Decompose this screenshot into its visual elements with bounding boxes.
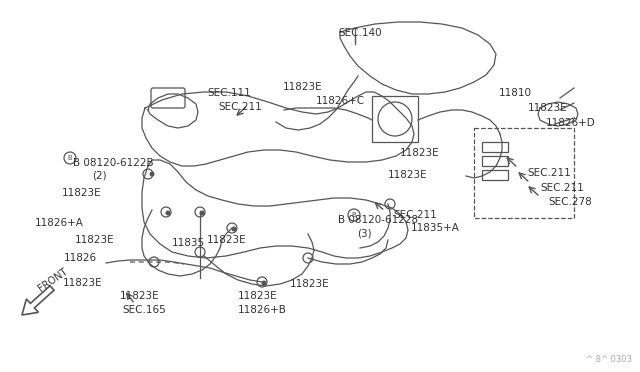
Circle shape xyxy=(150,171,154,176)
Text: 11835: 11835 xyxy=(172,238,205,248)
Circle shape xyxy=(200,211,205,215)
FancyBboxPatch shape xyxy=(482,156,508,166)
Text: 11823E: 11823E xyxy=(238,291,278,301)
Text: ^ 8^ 0303: ^ 8^ 0303 xyxy=(586,355,632,364)
Bar xyxy=(474,128,574,218)
Circle shape xyxy=(232,227,237,231)
Text: B: B xyxy=(68,155,72,161)
Text: FRONT: FRONT xyxy=(36,266,69,294)
Circle shape xyxy=(262,280,266,285)
Text: (3): (3) xyxy=(357,229,372,239)
Text: 11823E: 11823E xyxy=(528,103,568,113)
Text: 11823E: 11823E xyxy=(283,82,323,92)
Text: 11823E: 11823E xyxy=(75,235,115,245)
FancyBboxPatch shape xyxy=(482,170,508,180)
Text: SEC.211: SEC.211 xyxy=(393,210,436,220)
Text: 11810: 11810 xyxy=(499,88,532,98)
Text: 11823E: 11823E xyxy=(63,278,102,288)
Text: 11826+A: 11826+A xyxy=(35,218,84,228)
Text: 11823E: 11823E xyxy=(388,170,428,180)
Text: SEC.165: SEC.165 xyxy=(122,305,166,315)
FancyBboxPatch shape xyxy=(151,88,185,108)
Circle shape xyxy=(166,211,170,215)
Text: SEC.278: SEC.278 xyxy=(548,197,592,207)
Text: B: B xyxy=(351,212,356,218)
Text: 11823E: 11823E xyxy=(400,148,440,158)
Text: 11826+B: 11826+B xyxy=(238,305,287,315)
Text: 11823E: 11823E xyxy=(290,279,330,289)
Text: B 08120-61228: B 08120-61228 xyxy=(338,215,418,225)
Text: SEC.111: SEC.111 xyxy=(207,88,251,98)
Text: 11826+D: 11826+D xyxy=(546,118,596,128)
Text: 11835+A: 11835+A xyxy=(411,223,460,233)
FancyBboxPatch shape xyxy=(482,142,508,152)
Text: 11823E: 11823E xyxy=(62,188,102,198)
Text: B 08120-6122B: B 08120-6122B xyxy=(73,158,154,168)
Text: SEC.211: SEC.211 xyxy=(540,183,584,193)
Text: (2): (2) xyxy=(92,171,107,181)
Text: SEC.211: SEC.211 xyxy=(218,102,262,112)
Text: SEC.140: SEC.140 xyxy=(338,28,381,38)
Text: SEC.211: SEC.211 xyxy=(527,168,571,178)
Text: 11823E: 11823E xyxy=(207,235,246,245)
Text: 11826+C: 11826+C xyxy=(316,96,365,106)
Text: 11823E: 11823E xyxy=(120,291,159,301)
Text: 11826: 11826 xyxy=(64,253,97,263)
Bar xyxy=(372,96,418,142)
